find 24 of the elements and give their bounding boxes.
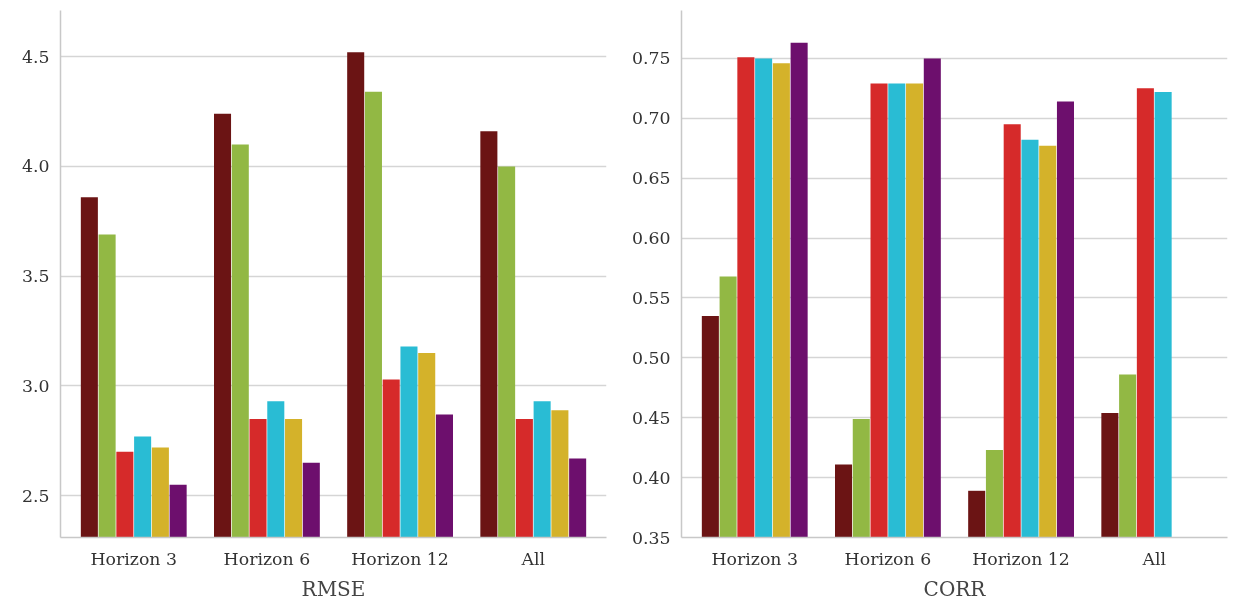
y-tick-label: 0.55 xyxy=(631,287,671,308)
x-axis-title: RMSE xyxy=(301,576,366,601)
y-tick-label: 0.35 xyxy=(631,527,671,548)
y-tick-label: 4.0 xyxy=(21,156,50,177)
y-tick-label: 0.60 xyxy=(631,228,671,249)
y-tick-label: 0.40 xyxy=(631,467,671,488)
x-tick-label: Horizon 12 xyxy=(351,548,449,569)
y-tick-label: 4.5 xyxy=(21,46,50,67)
y-tick-label: 0.45 xyxy=(631,407,671,428)
y-tick-label: 3.0 xyxy=(21,375,50,396)
y-tick-label: 0.50 xyxy=(631,347,671,368)
x-tick-label: Horizon 12 xyxy=(972,548,1070,569)
y-tick-label: 0.75 xyxy=(631,48,671,69)
x-tick-label: All xyxy=(520,548,546,569)
x-tick-label: Horizon 6 xyxy=(223,548,311,569)
y-tick-label: 0.70 xyxy=(631,108,671,129)
x-tick-label: Horizon 6 xyxy=(844,548,932,569)
y-tick-label: 0.65 xyxy=(631,168,671,189)
x-tick-label: Horizon 3 xyxy=(711,548,799,569)
x-tick-label: Horizon 3 xyxy=(90,548,178,569)
y-tick-label: 2.5 xyxy=(21,485,50,506)
y-tick-label: 3.5 xyxy=(21,266,50,287)
x-tick-label: All xyxy=(1141,548,1167,569)
x-axis-title: CORR xyxy=(923,576,987,601)
